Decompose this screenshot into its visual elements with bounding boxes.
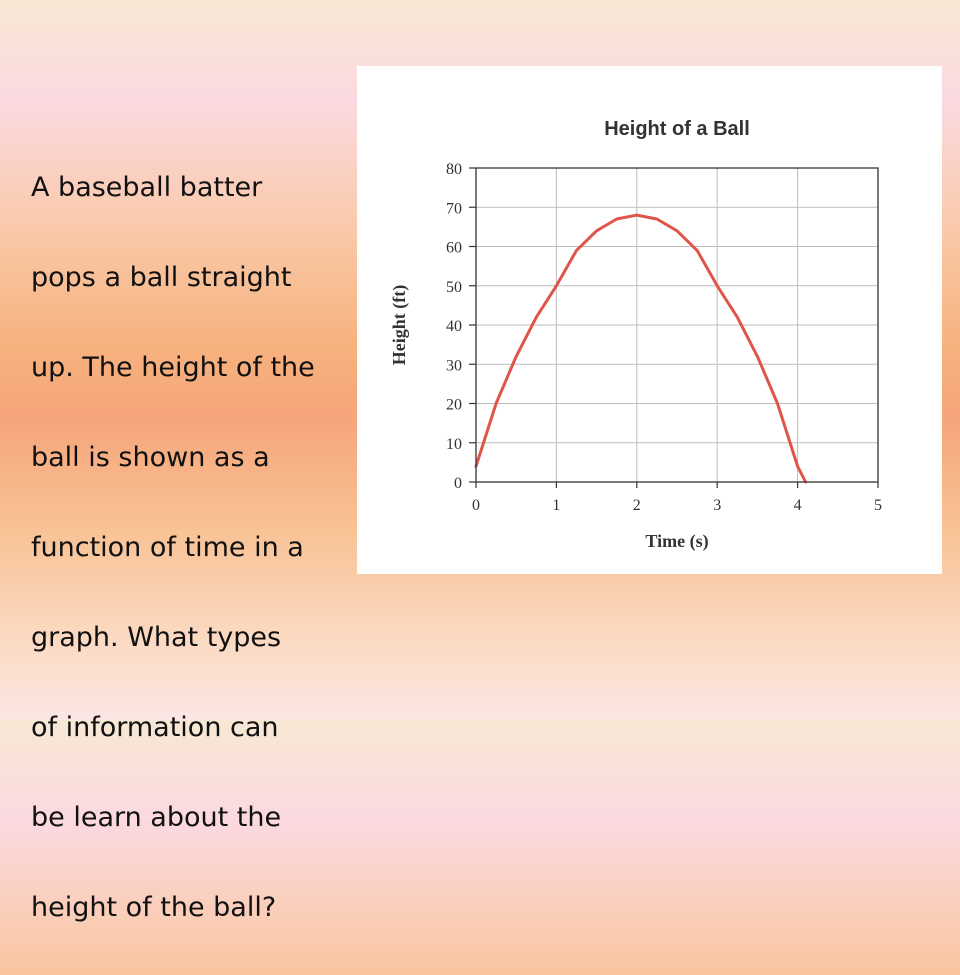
x-tick-label: 5 — [874, 497, 882, 514]
question-line: of information can — [31, 712, 279, 743]
question-line: pops a ball straight — [31, 262, 292, 293]
x-axis-label: Time (s) — [645, 531, 708, 552]
y-tick-label: 40 — [446, 318, 462, 335]
slide-question-text: A baseball batter pops a ball straight u… — [31, 120, 351, 975]
y-axis-label: Height (ft) — [389, 285, 410, 365]
plot-frame — [475, 167, 879, 483]
question-line: up. The height of the — [31, 352, 315, 383]
question-line: be learn about the — [31, 802, 282, 833]
x-tick-label: 3 — [713, 497, 721, 514]
y-tick-label: 20 — [446, 397, 462, 414]
x-tick-label: 0 — [472, 497, 480, 514]
question-line: function of time in a — [31, 532, 304, 563]
chart-title: Height of a Ball — [604, 118, 750, 140]
y-tick-label: 80 — [446, 161, 462, 178]
x-tick-label: 4 — [794, 497, 802, 514]
question-line: height of the ball? — [31, 892, 277, 923]
y-tick-label: 10 — [446, 436, 462, 453]
x-tick-label: 1 — [552, 497, 560, 514]
y-tick-label: 0 — [454, 475, 462, 492]
height-chart: Height of a Ball 0 1 2 3 4 501020304050607080… — [389, 118, 882, 552]
y-tick-label: 60 — [446, 240, 462, 257]
y-tick-label: 30 — [446, 357, 462, 374]
question-line: ball is shown as a — [31, 442, 270, 473]
question-line: A baseball batter — [31, 172, 263, 203]
chart-panel: Height of a Ball 0 1 2 3 4 5 0 10 20 30 40 50 60 70 80… — [357, 66, 942, 574]
series-line-height — [474, 213, 808, 484]
y-tick-label: 70 — [446, 200, 462, 217]
y-tick-label: 50 — [446, 279, 462, 296]
x-tick-label: 2 — [633, 497, 641, 514]
question-line: graph. What types — [31, 622, 282, 653]
